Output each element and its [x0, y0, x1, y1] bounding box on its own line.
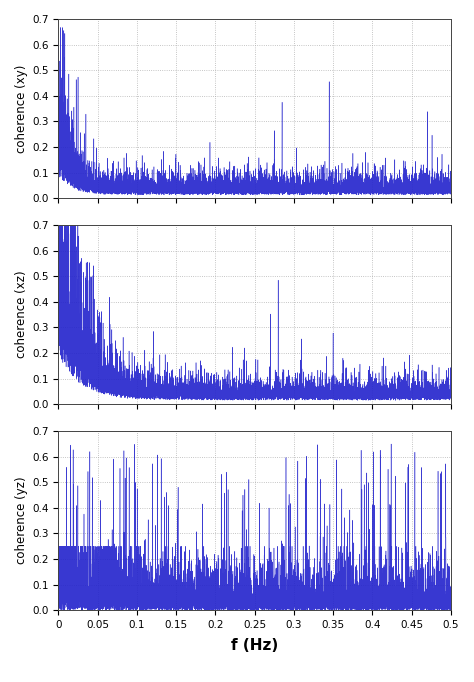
X-axis label: f (Hz): f (Hz) — [231, 638, 278, 653]
Y-axis label: coherence (xz): coherence (xz) — [15, 271, 28, 359]
Y-axis label: coherence (xy): coherence (xy) — [15, 65, 28, 153]
Y-axis label: coherence (yz): coherence (yz) — [15, 477, 28, 565]
